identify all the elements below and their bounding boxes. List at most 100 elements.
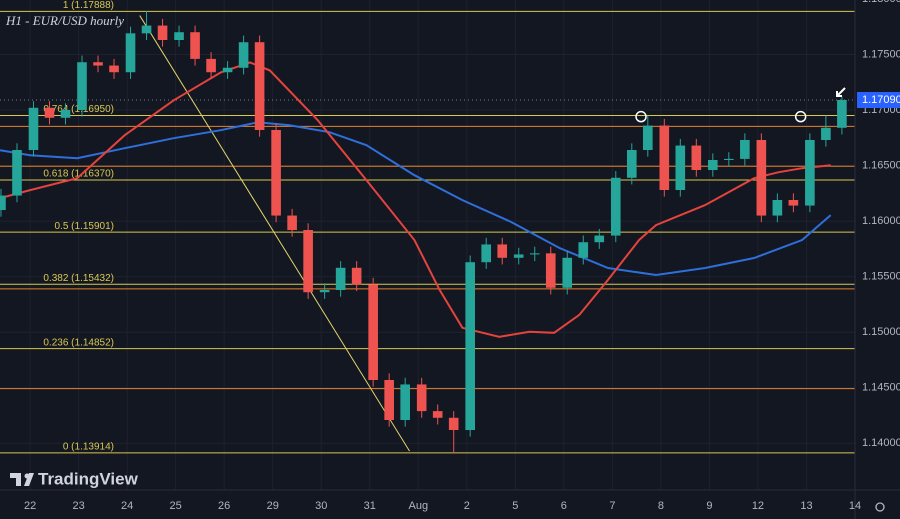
moving-average-line	[0, 61, 831, 338]
x-tick-label: 2	[464, 500, 470, 512]
candle-body	[545, 253, 556, 288]
marker-circle	[635, 110, 647, 123]
candle-body	[206, 58, 216, 73]
candle-body	[28, 107, 39, 150]
x-tick-label: 26	[218, 500, 230, 512]
fib-label: 0.5 (1.15901)	[55, 221, 115, 232]
x-tick-label: 12	[752, 500, 764, 512]
y-tick-label: 1.15000	[862, 326, 900, 338]
logo-dot	[24, 473, 30, 479]
candle-body	[481, 244, 492, 263]
arrow-annotation	[836, 87, 846, 97]
watermark-logo	[10, 473, 34, 486]
candle-body	[109, 65, 119, 73]
chart-title: H1 - EUR/USD hourly	[5, 13, 124, 28]
candle-body	[675, 145, 686, 190]
candle-body	[287, 215, 297, 230]
fib-label: 0.618 (1.16370)	[43, 169, 114, 180]
candle-body	[772, 200, 783, 216]
candle-body	[222, 67, 233, 73]
candle-body	[513, 254, 524, 258]
x-tick-label: 7	[609, 500, 615, 512]
candle-body	[174, 32, 184, 40]
candle-body	[0, 195, 6, 210]
x-tick-label: 13	[800, 500, 812, 512]
x-tick-label: 24	[121, 500, 133, 512]
x-tick-label: 9	[706, 500, 712, 512]
x-tick-label: 25	[170, 500, 182, 512]
y-tick-label: 1.16000	[862, 215, 900, 227]
candle-body	[578, 242, 589, 258]
candle-body	[400, 384, 410, 420]
candle-body	[190, 32, 200, 59]
candle-body	[788, 200, 799, 206]
candle-body	[756, 140, 767, 216]
candle-body	[562, 257, 573, 288]
candle-body	[12, 150, 22, 196]
moving-average-line	[0, 121, 832, 277]
plot-area: 1 (1.17888)0.764 (1.16950)0.618 (1.16370…	[0, 0, 856, 490]
settings-icon[interactable]	[875, 502, 885, 512]
candle-body	[642, 125, 653, 150]
candle-body	[837, 100, 847, 128]
fib-label: 1 (1.17888)	[63, 0, 114, 11]
candle-body	[254, 42, 265, 130]
y-tick-label: 1.14500	[862, 382, 900, 394]
y-tick-label: 1.16500	[862, 159, 900, 171]
candle-body	[303, 230, 313, 293]
candle-body	[610, 177, 621, 236]
candle-body	[659, 125, 670, 190]
candle-body	[271, 130, 281, 216]
candle-body	[60, 110, 71, 118]
last-price-label: 1.17090	[862, 94, 900, 106]
candle-body	[368, 284, 378, 380]
candle-body	[594, 235, 605, 243]
candle-body	[821, 127, 831, 140]
last-price-box	[857, 92, 900, 108]
candle-body	[805, 140, 815, 206]
trendline	[139, 15, 410, 452]
x-tick-label: 31	[364, 500, 376, 512]
x-tick-label: 23	[72, 500, 84, 512]
candle-body	[529, 253, 540, 255]
candle-body	[157, 25, 168, 40]
x-tick-label: 5	[512, 500, 518, 512]
candle-body	[77, 62, 87, 110]
candle-body	[691, 145, 702, 170]
x-tick-label: 6	[561, 500, 567, 512]
fib-label: 0.236 (1.14852)	[43, 337, 114, 348]
candle-body	[724, 158, 734, 160]
candle-body	[626, 150, 637, 178]
fib-label: 0.382 (1.15432)	[43, 273, 114, 284]
candle-body	[319, 290, 330, 293]
candle-body	[384, 380, 394, 420]
y-tick-label: 1.17500	[862, 48, 900, 60]
candle-body	[125, 33, 136, 73]
candle-body	[93, 62, 103, 66]
candle-body	[497, 244, 508, 258]
fib-label: 0 (1.13914)	[63, 442, 114, 453]
x-tick-label: 22	[24, 500, 36, 512]
y-tick-label: 1.14000	[862, 437, 900, 449]
candle-body	[740, 140, 750, 159]
x-tick-label: 14	[849, 500, 861, 512]
x-tick-label: 29	[267, 500, 279, 512]
candle-body	[448, 417, 459, 430]
y-tick-label: 1.18000	[862, 0, 900, 5]
x-tick-label: 8	[658, 500, 664, 512]
candle-body	[432, 411, 443, 418]
candle-body	[351, 267, 362, 285]
candle-body	[416, 384, 427, 412]
candle-body	[141, 25, 152, 34]
candle-body	[335, 267, 346, 290]
y-tick-label: 1.15500	[862, 271, 900, 283]
x-tick-label: 30	[315, 500, 327, 512]
candle-body	[465, 262, 476, 430]
candle-body	[708, 160, 718, 170]
x-tick-label: Aug	[408, 500, 428, 512]
candle-body	[238, 42, 249, 68]
watermark: TradingView	[38, 469, 139, 488]
